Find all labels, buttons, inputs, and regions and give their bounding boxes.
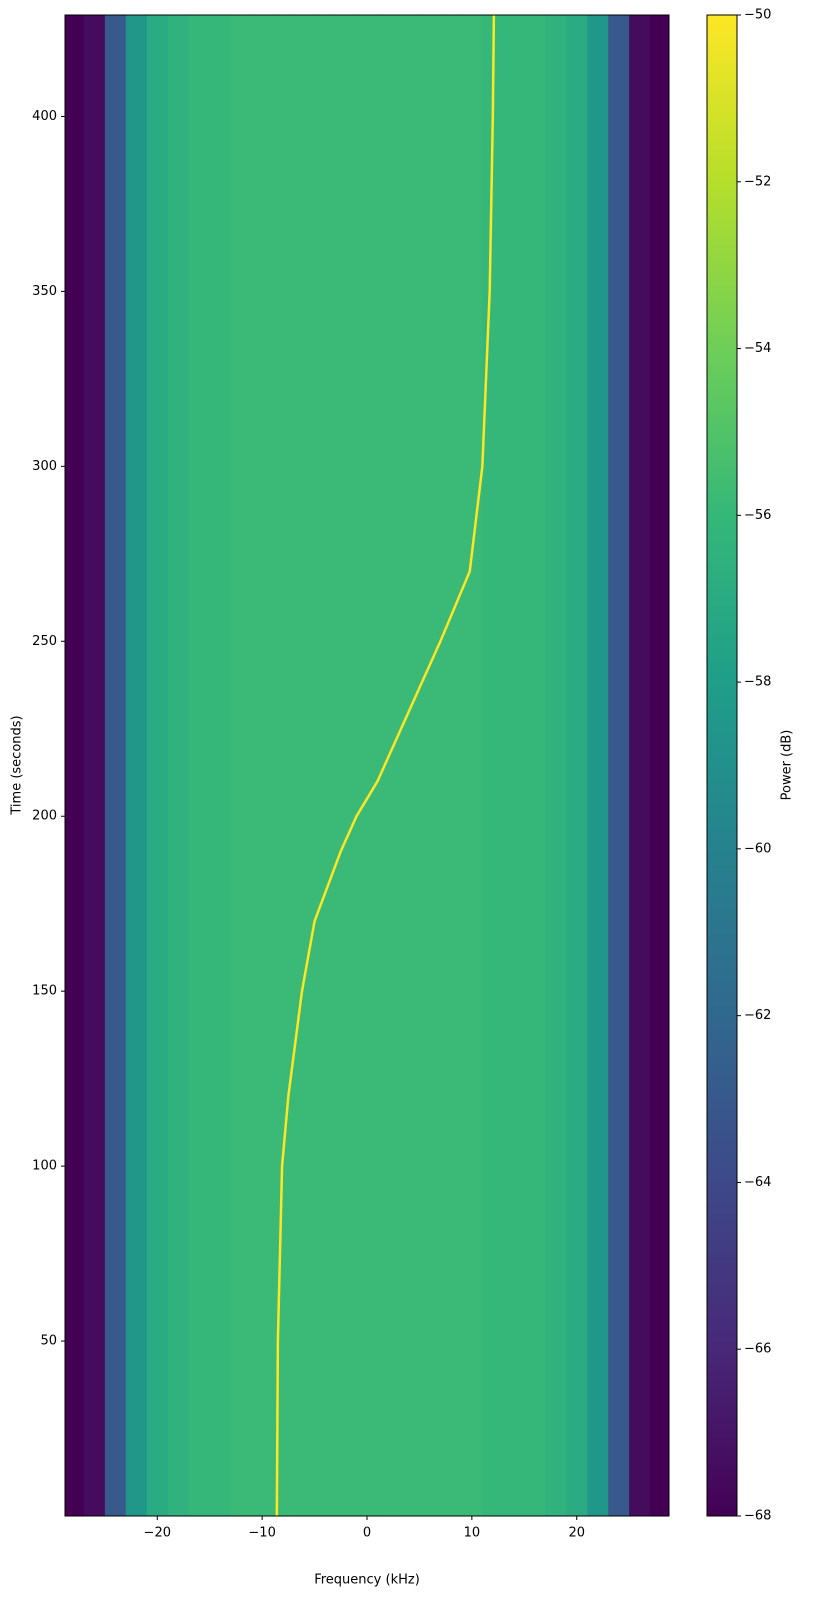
x-tick-label: −20	[144, 1526, 171, 1541]
colorbar-tick-label: −52	[744, 174, 771, 189]
colorbar-tick-label: −66	[744, 1342, 771, 1357]
colorbar-tick-label: −68	[744, 1509, 771, 1524]
power-column	[608, 15, 630, 1516]
power-column	[629, 15, 651, 1516]
y-tick-label: 100	[32, 1159, 57, 1174]
power-column	[251, 15, 274, 1516]
colorbar-tick-label: −56	[744, 508, 771, 523]
power-column	[293, 15, 316, 1516]
power-column	[335, 15, 358, 1516]
power-column	[272, 15, 295, 1516]
power-column	[545, 15, 567, 1516]
y-axis-label: Time (seconds)	[10, 715, 25, 815]
power-column	[524, 15, 546, 1516]
y-tick-label: 350	[32, 284, 57, 299]
power-column	[482, 15, 504, 1516]
colorbar-tick-label: −62	[744, 1008, 771, 1023]
power-column	[566, 15, 588, 1516]
y-tick-label: 250	[32, 634, 57, 649]
power-column	[188, 15, 211, 1516]
x-axis-label: Frequency (kHz)	[314, 1573, 420, 1588]
colorbar-tick-label: −50	[744, 8, 771, 23]
power-column	[461, 15, 483, 1516]
power-column	[104, 15, 127, 1516]
power-column	[314, 15, 337, 1516]
power-column	[377, 15, 399, 1516]
x-tick-label: 20	[568, 1526, 585, 1541]
x-tick-label: 10	[464, 1526, 481, 1541]
power-column	[419, 15, 441, 1516]
colorbar	[706, 14, 738, 1517]
power-column	[209, 15, 232, 1516]
power-column	[503, 15, 525, 1516]
colorbar-tick-label: −54	[744, 341, 771, 356]
power-column	[440, 15, 462, 1516]
power-column	[65, 15, 85, 1516]
colorbar-tick-label: −64	[744, 1175, 771, 1190]
colorbar-label: Power (dB)	[780, 730, 795, 801]
colorbar-tick-label: −60	[744, 841, 771, 856]
power-column	[146, 15, 169, 1516]
x-tick-label: −10	[248, 1526, 275, 1541]
power-column	[587, 15, 609, 1516]
power-column	[356, 15, 378, 1516]
y-tick-label: 300	[32, 459, 57, 474]
y-tick-label: 150	[32, 984, 57, 999]
y-tick-label: 400	[32, 109, 57, 124]
y-tick-label: 200	[32, 809, 57, 824]
power-column	[83, 15, 106, 1516]
power-column	[167, 15, 190, 1516]
doppler-trace	[275, 15, 496, 1516]
colorbar-tick-label: −58	[744, 675, 771, 690]
power-column	[650, 15, 669, 1516]
y-tick-label: 50	[40, 1334, 57, 1349]
power-column	[230, 15, 253, 1516]
power-column	[125, 15, 148, 1516]
power-column	[398, 15, 420, 1516]
x-tick-label: 0	[363, 1526, 371, 1541]
plot-area	[65, 15, 669, 1516]
